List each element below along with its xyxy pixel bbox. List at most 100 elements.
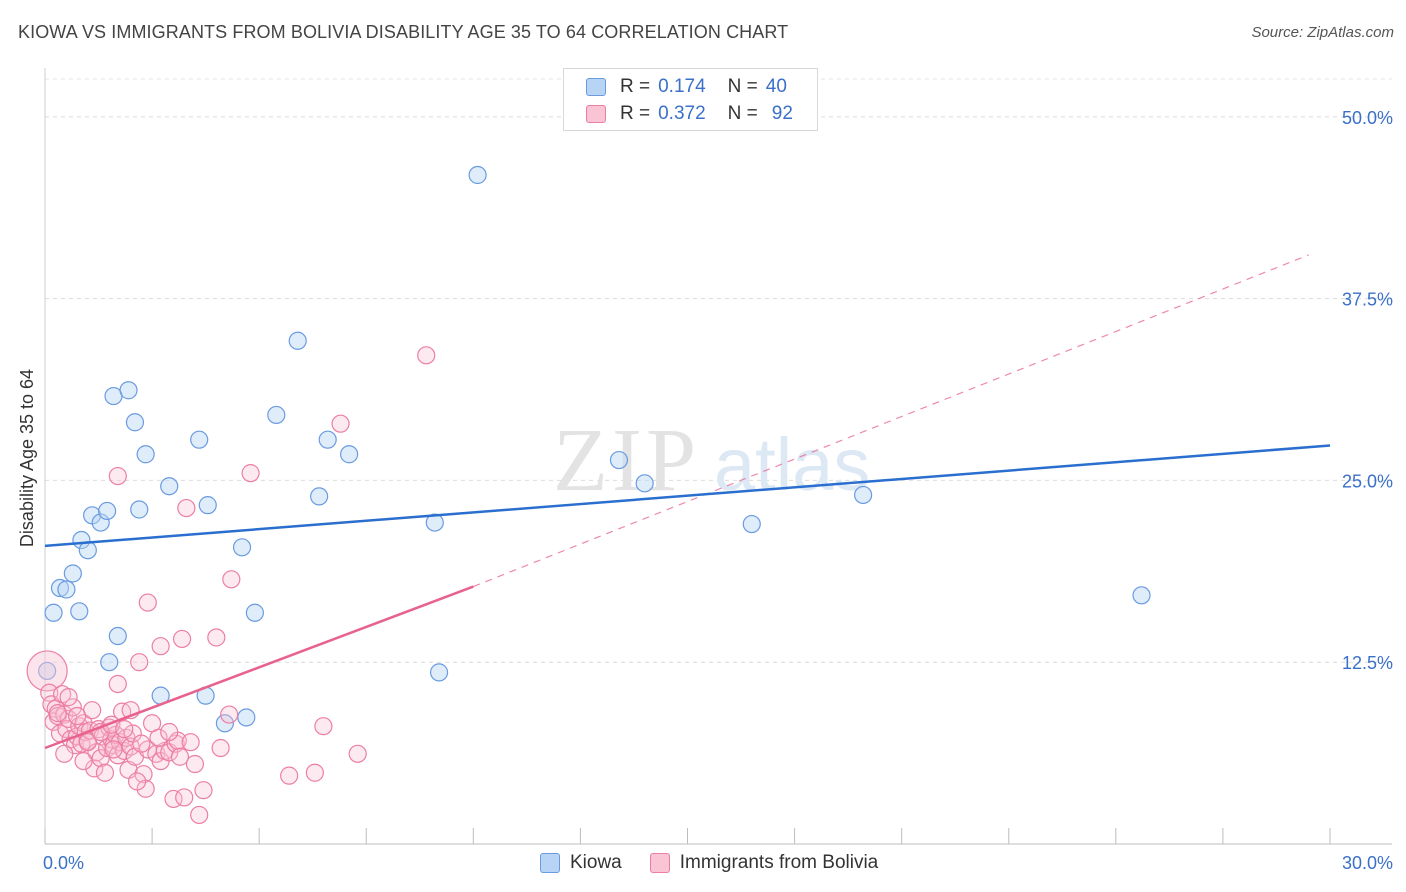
y-tick-label: 12.5% — [1342, 653, 1393, 673]
bolivia-point — [151, 637, 170, 656]
bolivia-point — [348, 744, 367, 763]
kiowa-point — [310, 487, 329, 506]
trend-lines — [44, 254, 1331, 750]
bolivia-point — [74, 752, 93, 771]
y-axis-label: Disability Age 35 to 64 — [17, 369, 37, 547]
bolivia-point — [222, 570, 241, 589]
bolivia-trend-line — [44, 585, 474, 750]
kiowa-point — [425, 513, 444, 532]
bolivia-point — [78, 733, 97, 752]
bolivia-point — [207, 628, 226, 647]
legend-r-label: R = — [620, 103, 651, 124]
kiowa-point — [288, 331, 307, 350]
bolivia-points — [26, 346, 436, 825]
bolivia-point — [26, 650, 68, 692]
legend-n-label: N = — [727, 103, 758, 124]
correlation-legend: R = 0.174 N = 40 R = 0.372 N = 92 — [563, 68, 818, 131]
kiowa-point — [190, 430, 209, 449]
bolivia-legend-swatch — [649, 853, 670, 873]
kiowa-point — [635, 474, 654, 493]
watermark: ZIP atlas — [553, 411, 870, 510]
kiowa-point — [125, 413, 145, 432]
bolivia-point — [85, 759, 104, 778]
kiowa-point — [232, 538, 252, 557]
legend-r-value-kiowa: 0.174 — [658, 76, 706, 97]
bolivia-point — [95, 763, 115, 782]
bolivia-trend-extension — [473, 254, 1309, 588]
axes — [44, 68, 1392, 845]
kiowa-point — [57, 580, 76, 599]
bolivia-point — [190, 805, 209, 825]
gridlines — [45, 78, 1392, 663]
x-tick-label-max: 30.0% — [1342, 853, 1393, 873]
bolivia-point — [108, 674, 127, 694]
bolivia-point — [314, 717, 333, 736]
legend-n-value-bolivia: 92 — [771, 103, 793, 124]
bolivia-swatch — [586, 105, 606, 123]
kiowa-point — [1132, 586, 1151, 605]
kiowa-point — [119, 381, 138, 400]
kiowa-point — [854, 485, 873, 505]
bolivia-point — [115, 720, 134, 739]
bolivia-point — [91, 749, 110, 768]
kiowa-point — [63, 564, 82, 583]
bolivia-point — [220, 705, 239, 724]
series-legend: Kiowa Immigrants from Bolivia — [540, 852, 906, 874]
bolivia-point — [138, 593, 157, 612]
bolivia-point — [48, 704, 67, 723]
bolivia-point — [241, 464, 260, 483]
bolivia-point — [149, 728, 168, 747]
kiowa-point — [198, 496, 217, 515]
bolivia-point — [104, 740, 123, 759]
kiowa-point — [318, 430, 337, 449]
kiowa-point — [468, 165, 487, 185]
legend-item-bolivia[interactable]: Immigrants from Bolivia — [649, 852, 878, 874]
bolivia-point — [181, 733, 200, 752]
watermark-atlas: atlas — [714, 423, 870, 506]
legend-row-bolivia: R = 0.372 N = 92 — [586, 103, 793, 125]
kiowa-point — [742, 514, 761, 534]
kiowa-point — [91, 513, 110, 532]
kiowa-legend-swatch — [540, 853, 560, 873]
kiowa-trend-line — [44, 444, 1331, 548]
kiowa-points — [38, 165, 1151, 733]
bolivia-point — [55, 744, 74, 763]
x-tick-label-min: 0.0% — [43, 853, 84, 873]
watermark-zip: ZIP — [553, 411, 700, 510]
kiowa-point — [237, 708, 256, 727]
bolivia-point — [160, 722, 179, 742]
kiowa-point — [160, 477, 179, 496]
bolivia-point — [211, 738, 230, 758]
kiowa-point — [609, 450, 629, 470]
bolivia-point — [132, 734, 151, 753]
bolivia-point — [177, 498, 196, 518]
legend-r-value-bolivia: 0.372 — [658, 103, 706, 124]
legend-item-kiowa[interactable]: Kiowa — [540, 852, 622, 874]
kiowa-point — [429, 663, 449, 682]
bolivia-point — [170, 747, 190, 766]
bolivia-point — [127, 772, 147, 791]
bolivia-point — [331, 414, 350, 433]
kiowa-point — [108, 626, 127, 646]
source-credit: Source: ZipAtlas.com — [1251, 24, 1394, 41]
y-tick-label: 37.5% — [1342, 290, 1393, 310]
bolivia-point — [59, 688, 78, 707]
bolivia-point — [194, 781, 213, 800]
kiowa-point — [215, 714, 234, 733]
legend-label-kiowa: Kiowa — [570, 852, 622, 873]
kiowa-point — [78, 541, 97, 560]
bolivia-point — [305, 763, 324, 782]
kiowa-point — [100, 653, 119, 672]
y-tick-label: 50.0% — [1342, 108, 1393, 128]
kiowa-point — [50, 578, 70, 598]
bolivia-point — [417, 346, 436, 365]
bolivia-point — [68, 706, 87, 726]
bolivia-point — [185, 754, 205, 774]
bolivia-point — [175, 788, 194, 807]
kiowa-point — [98, 501, 117, 521]
bolivia-point — [172, 629, 192, 649]
kiowa-point — [130, 500, 149, 519]
y-tick-label: 25.0% — [1342, 471, 1393, 491]
bolivia-point — [108, 466, 127, 486]
